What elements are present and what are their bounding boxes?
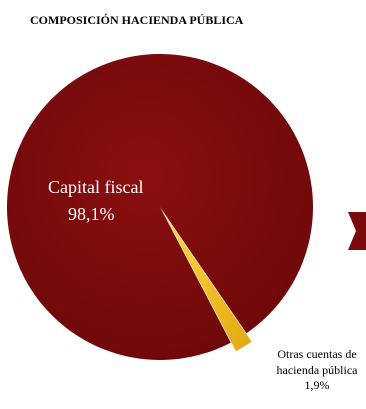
pie-slice-otras-cuentas xyxy=(165,215,252,352)
chevron-arrow-icon xyxy=(348,212,366,250)
chart-title: COMPOSICIÓN HACIENDA PÚBLICA xyxy=(30,13,244,27)
pie-slice-capital-fiscal xyxy=(6,54,313,361)
slice-label-otras-line2: hacienda pública xyxy=(277,363,359,377)
slice-value-capital-fiscal: 98,1% xyxy=(68,204,115,224)
pie-slices xyxy=(6,54,313,361)
slice-value-otras: 1,9% xyxy=(305,378,330,392)
slice-label-otras-line1: Otras cuentas de xyxy=(277,347,356,361)
slice-label-capital-fiscal: Capital fiscal xyxy=(48,177,143,197)
